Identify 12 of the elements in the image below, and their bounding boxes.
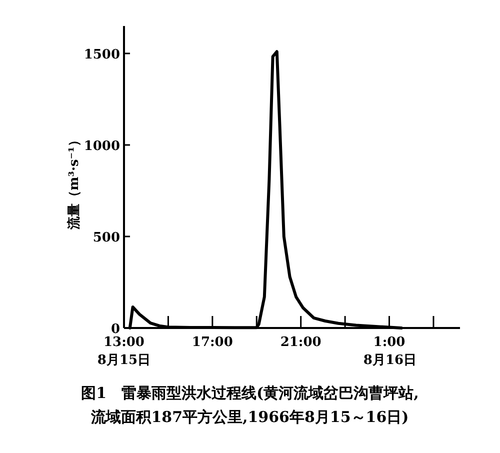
y-tick-label: 1500: [84, 47, 120, 62]
y-axis-title: 流量（m³·s⁻¹）: [66, 134, 82, 231]
y-tick-label: 0: [110, 322, 120, 337]
y-tick-label: 500: [92, 230, 120, 246]
y-tick-label: 1000: [84, 138, 120, 154]
x-tick-label: 1:00: [373, 335, 406, 350]
text: 图1 雷暴雨型洪水过程线(黄河流域岔巴沟曹坪站, 流域面积187平方公里,1966年8月15～16日): [81, 384, 419, 426]
text: 8月15日: [97, 353, 151, 368]
x-tick-label: 13:00: [104, 335, 144, 350]
text: 8月16日: [363, 353, 417, 368]
x-tick-label: 17:00: [192, 335, 233, 350]
x-tick-label: 21:00: [280, 335, 322, 350]
